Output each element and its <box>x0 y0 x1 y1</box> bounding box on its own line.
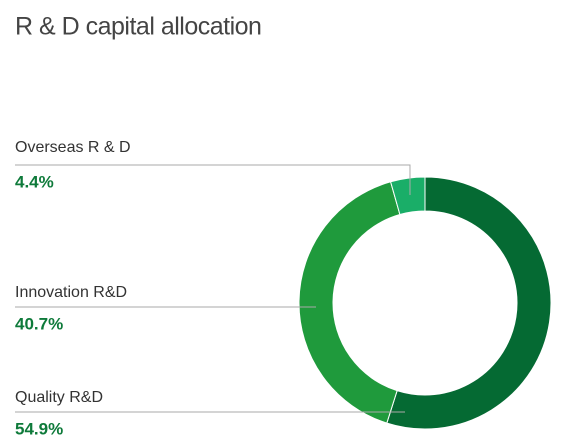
value-label: 4.4% <box>15 172 54 191</box>
chart-title: R & D capital allocation <box>15 13 261 41</box>
value-label: 40.7% <box>15 314 63 333</box>
leader-line <box>15 164 411 196</box>
donut-slice <box>386 176 552 430</box>
legend-label: Innovation R&D <box>15 284 127 301</box>
donut-slice <box>389 176 426 216</box>
value-label: 54.9% <box>15 419 63 438</box>
legend-label: Overseas R & D <box>15 139 131 156</box>
legend-label: Quality R&D <box>15 389 103 406</box>
donut-slice <box>298 181 401 424</box>
